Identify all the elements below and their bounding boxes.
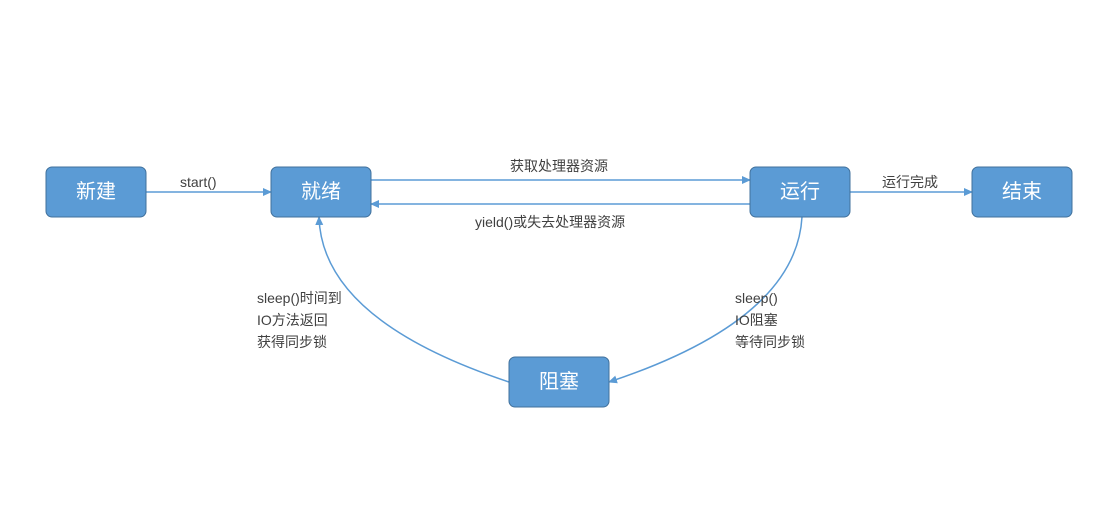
edge-from_blocked-label-1: IO方法返回 xyxy=(257,312,328,328)
node-end-label: 结束 xyxy=(1002,180,1042,203)
edge-start-label: start() xyxy=(180,174,217,190)
thread-state-diagram: 新建 就绪 运行 结束阻塞 start() 获取处理器资源 yield()或失去处理器资源… xyxy=(0,0,1106,528)
node-new: 新建 xyxy=(46,167,146,217)
node-ready-label: 就绪 xyxy=(301,180,341,203)
nodes-layer: 新建 就绪 运行 结束阻塞 xyxy=(46,167,1072,407)
edge-from_blocked xyxy=(319,217,509,382)
node-running-label: 运行 xyxy=(780,180,820,203)
node-blocked-label: 阻塞 xyxy=(539,370,579,393)
node-running: 运行 xyxy=(750,167,850,217)
edge-to_blocked-label-2: 等待同步锁 xyxy=(735,334,805,350)
edge-from_blocked-label-2: 获得同步锁 xyxy=(257,334,327,350)
node-ready: 就绪 xyxy=(271,167,371,217)
node-new-label: 新建 xyxy=(76,180,116,203)
edge-yield-label: yield()或失去处理器资源 xyxy=(475,214,625,230)
edge-to_blocked-label-1: IO阻塞 xyxy=(735,312,778,328)
edge-finish-label: 运行完成 xyxy=(882,174,938,190)
edge-from_blocked-label-0: sleep()时间到 xyxy=(257,290,342,306)
edge-to_blocked-label-0: sleep() xyxy=(735,290,778,306)
edge-acquire_cpu-label: 获取处理器资源 xyxy=(510,158,608,174)
node-end: 结束 xyxy=(972,167,1072,217)
node-blocked: 阻塞 xyxy=(509,357,609,407)
